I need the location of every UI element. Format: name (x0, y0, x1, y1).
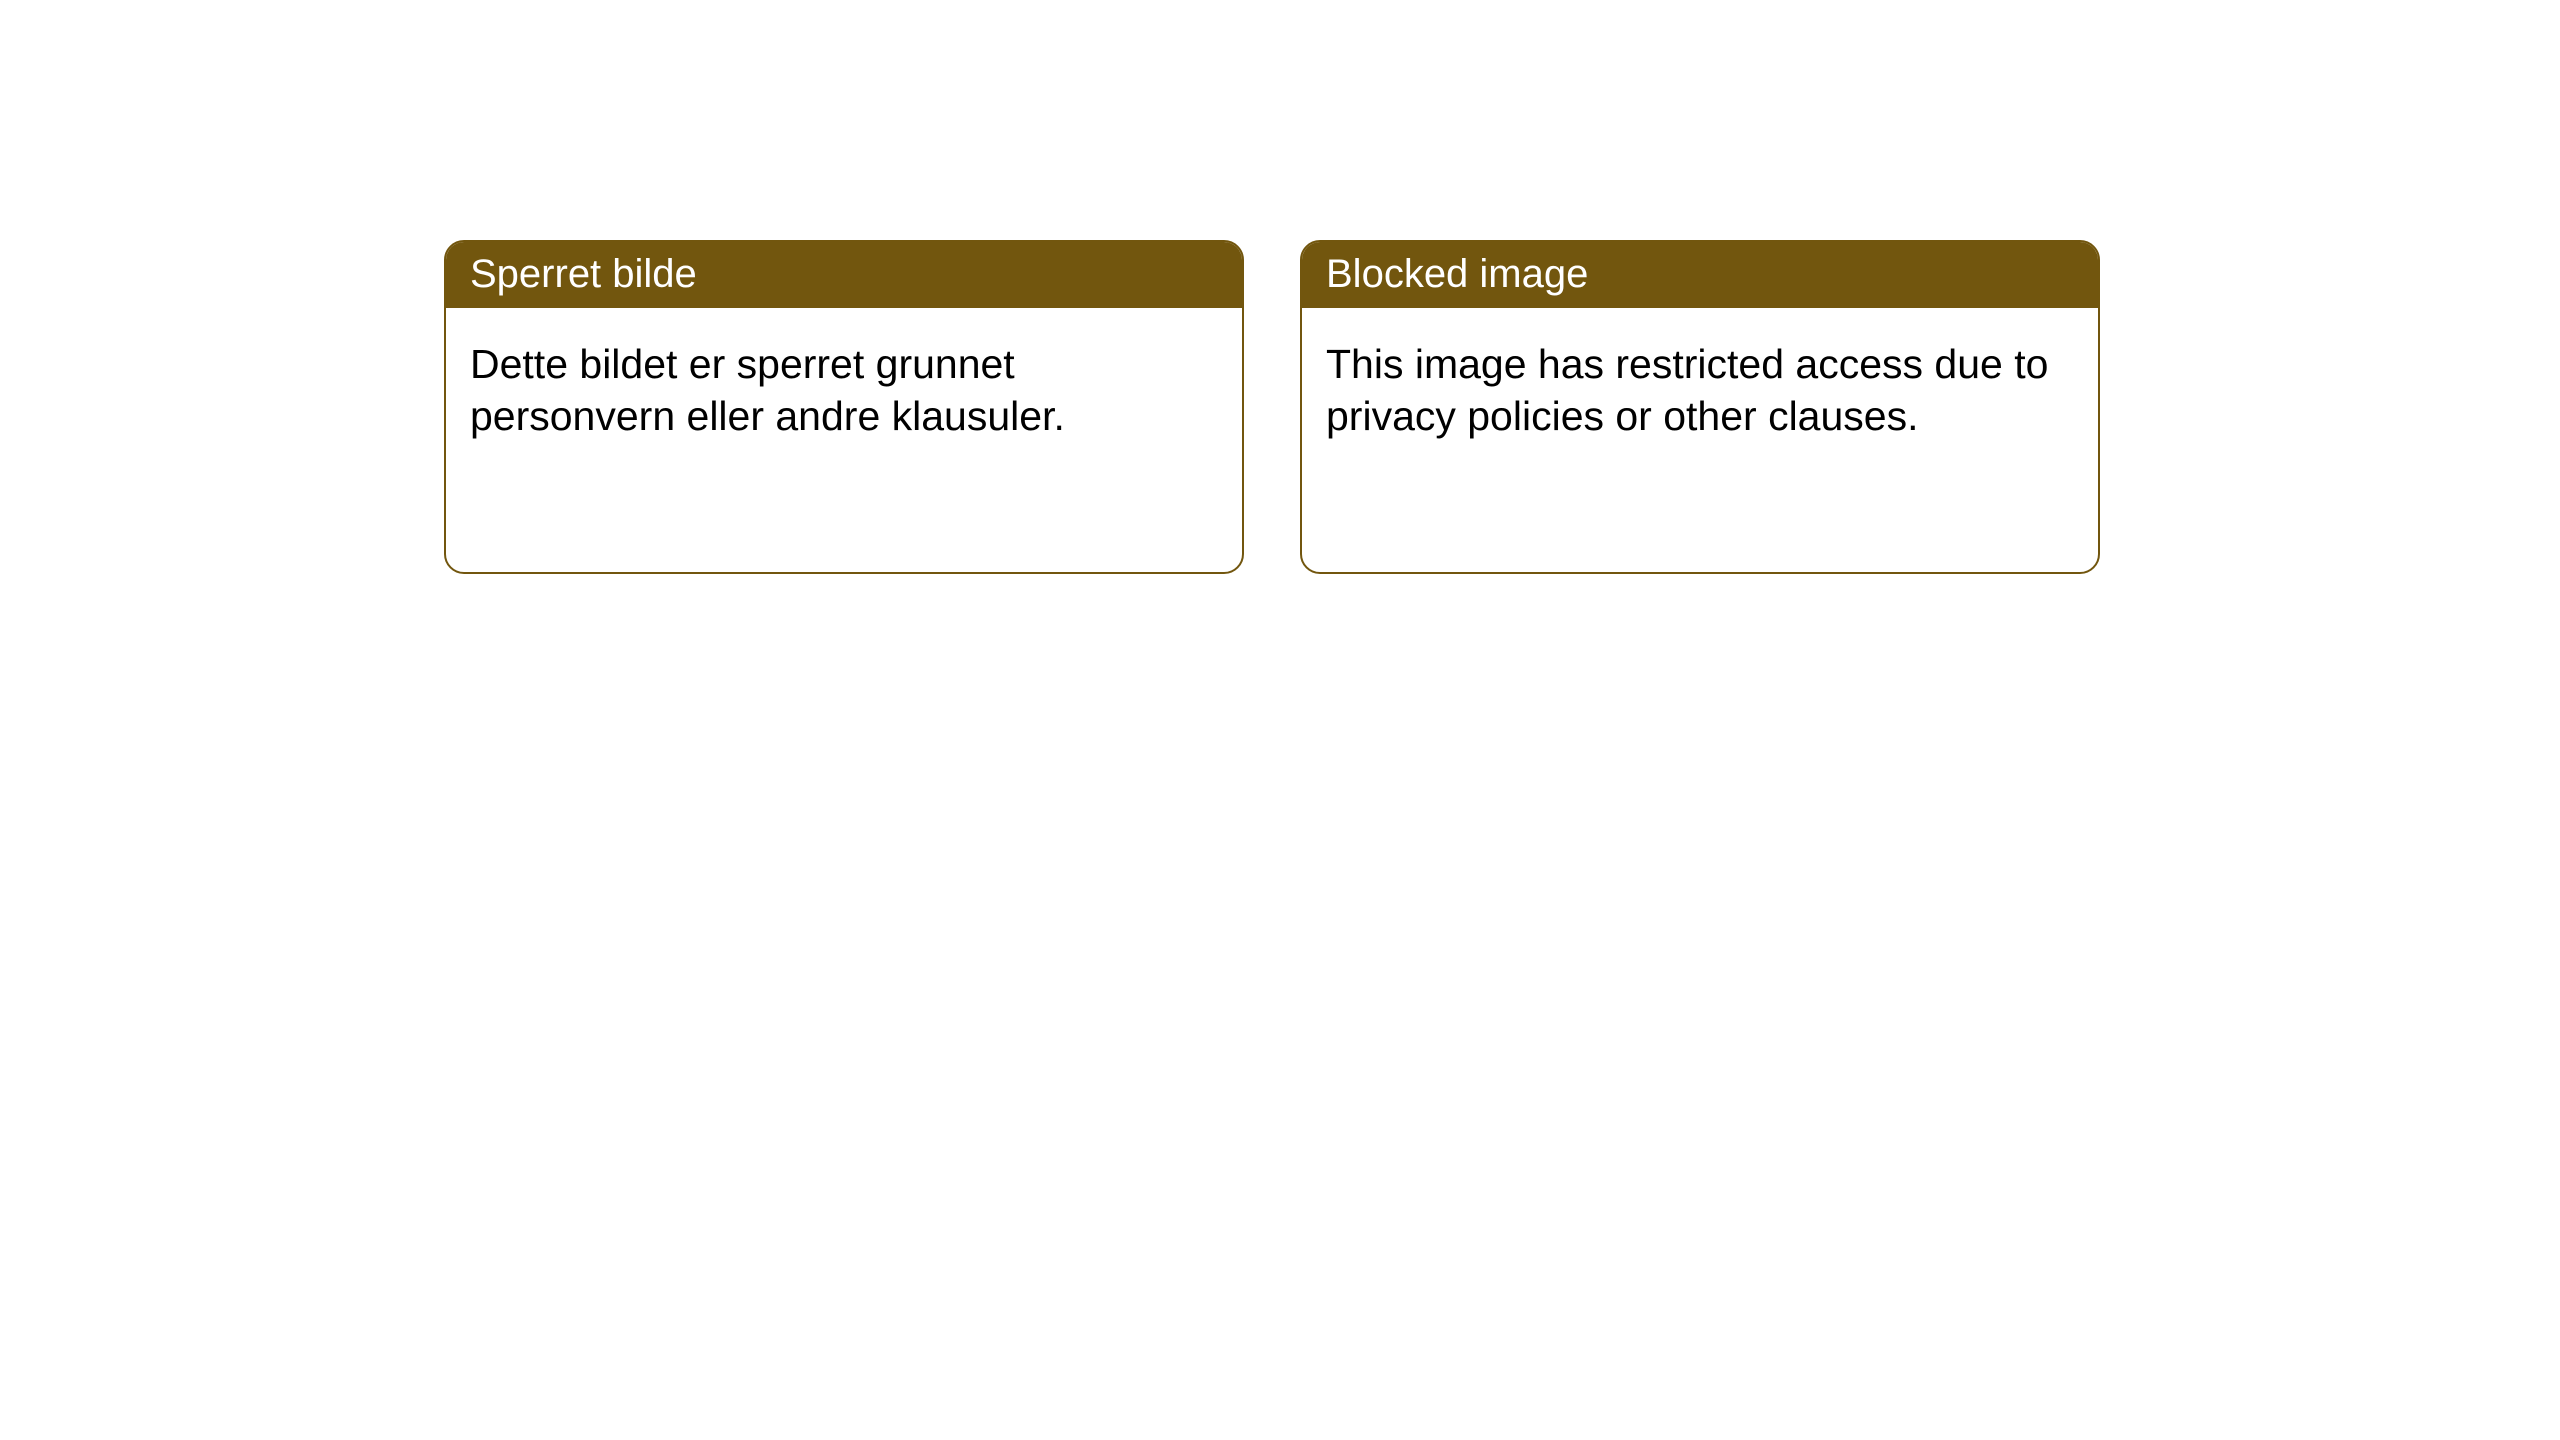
card-title-en: Blocked image (1302, 242, 2098, 308)
blocked-image-card-en: Blocked image This image has restricted … (1300, 240, 2100, 574)
card-body-en: This image has restricted access due to … (1302, 308, 2098, 473)
card-title-no: Sperret bilde (446, 242, 1242, 308)
card-body-no: Dette bildet er sperret grunnet personve… (446, 308, 1242, 473)
notice-cards-row: Sperret bilde Dette bildet er sperret gr… (444, 240, 2100, 574)
blocked-image-card-no: Sperret bilde Dette bildet er sperret gr… (444, 240, 1244, 574)
